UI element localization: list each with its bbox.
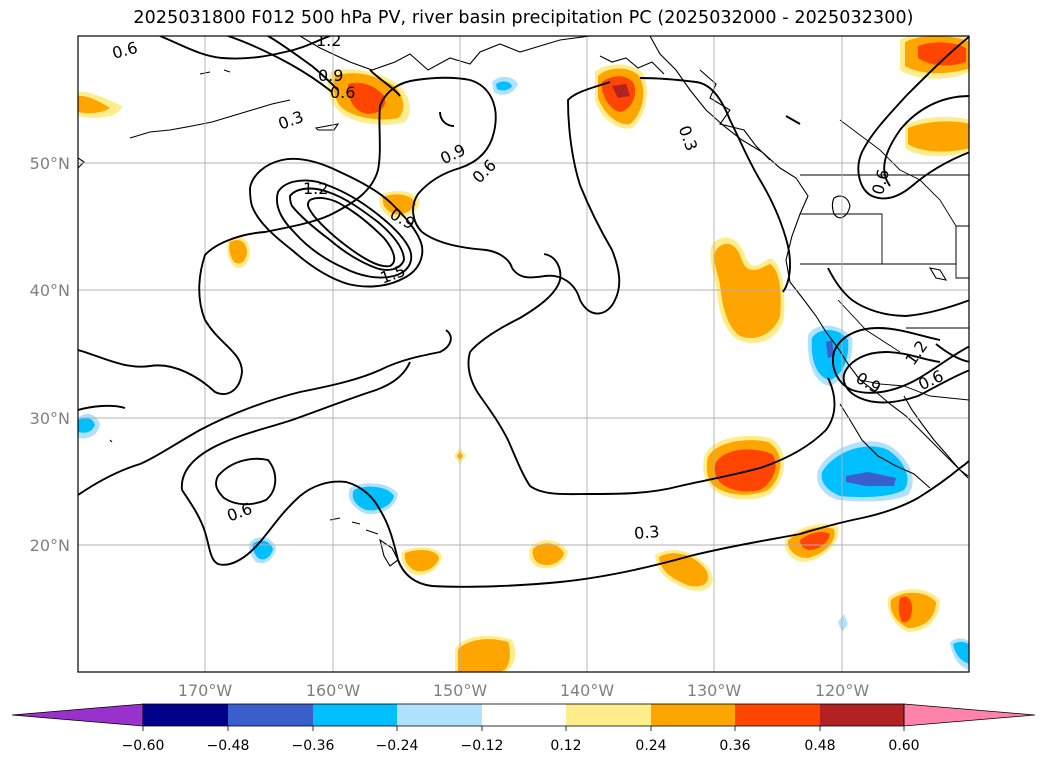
colorbar-bin <box>313 704 397 726</box>
longitude-labels: 170°W 160°W 150°W 140°W 130°W 120°W <box>178 681 870 700</box>
contour-label: 1.2 <box>316 31 341 50</box>
colorbar-tick-label: 0.24 <box>635 738 666 754</box>
colorbar-bin <box>566 704 651 726</box>
colorbar-under-triangle <box>11 703 144 727</box>
lat-label-20n: 20°N <box>30 536 70 555</box>
lat-label-50n: 50°N <box>30 154 70 173</box>
map-plot-area: 0.6 1.2 0.9 0.6 0.3 0.9 0.6 1.2 0.9 1.5 … <box>78 31 969 672</box>
contour-label: 0.3 <box>633 522 660 543</box>
colorbar-bin <box>143 704 228 726</box>
colorbar-tick-label: 0.48 <box>804 738 835 754</box>
contour-label: 0.9 <box>318 66 343 85</box>
lon-label-160w: 160°W <box>306 681 361 700</box>
colorbar-tick-label: −0.48 <box>207 738 250 754</box>
map-frame <box>77 35 970 673</box>
latitude-labels: 20°N 30°N 40°N 50°N <box>30 154 70 555</box>
colorbar-bin <box>651 704 735 726</box>
colorbar-tick-labels: −0.60 −0.48 −0.36 −0.24 −0.12 0.12 0.24 … <box>122 738 920 754</box>
colorbar-bin <box>482 704 566 726</box>
colorbar-ticks <box>142 726 905 731</box>
lat-label-40n: 40°N <box>30 281 70 300</box>
colorbar-tick-label: −0.12 <box>461 738 504 754</box>
contour-label: 1.2 <box>303 179 328 198</box>
colorbar-bin <box>820 704 904 726</box>
colorbar-tick-label: 0.60 <box>888 738 919 754</box>
colorbar-bin <box>228 704 313 726</box>
map-title: 2025031800 F012 500 hPa PV, river basin … <box>133 8 914 28</box>
colorbar-tick-label: −0.36 <box>292 738 335 754</box>
colorbar-tick-label: 0.12 <box>550 738 581 754</box>
colorbar: −0.60 −0.48 −0.36 −0.24 −0.12 0.12 0.24 … <box>11 703 1036 754</box>
lon-label-140w: 140°W <box>560 681 615 700</box>
graticule <box>78 36 969 672</box>
colorbar-over-triangle <box>903 703 1036 727</box>
lon-label-120w: 120°W <box>815 681 870 700</box>
lon-label-150w: 150°W <box>433 681 488 700</box>
lon-label-170w: 170°W <box>178 681 233 700</box>
pv-contours <box>78 36 969 588</box>
lat-label-30n: 30°N <box>30 409 70 428</box>
colorbar-bin <box>735 704 820 726</box>
coastlines <box>78 36 969 567</box>
lon-label-130w: 130°W <box>687 681 742 700</box>
colorbar-bin <box>397 704 482 726</box>
colorbar-tick-label: −0.24 <box>376 738 419 754</box>
colorbar-tick-label: −0.60 <box>122 738 165 754</box>
precipitation-shading <box>78 36 969 672</box>
colorbar-tick-label: 0.36 <box>719 738 750 754</box>
contour-label: 0.6 <box>330 83 355 102</box>
